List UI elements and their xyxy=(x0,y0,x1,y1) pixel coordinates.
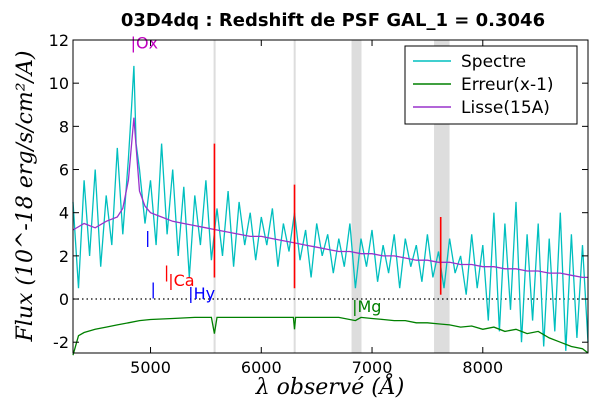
series-line-0 xyxy=(72,65,589,351)
legend: Spectre Erreur(x-1) Lisse(15A) xyxy=(404,45,578,125)
line-label-2: | xyxy=(151,280,156,299)
series-line-2 xyxy=(72,117,588,279)
y-tick-label-5: 8 xyxy=(59,117,69,136)
y-tick-label-7: 12 xyxy=(49,31,69,50)
y-tick-label-6: 10 xyxy=(49,74,69,93)
line-label-1: | xyxy=(145,228,150,247)
x-ticks: 5000 6000 7000 8000 xyxy=(130,40,503,377)
legend-label-1: Erreur(x-1) xyxy=(461,75,554,95)
x-tick-label-2: 7000 xyxy=(352,358,393,377)
line-labels: |Ox||| |Ca|Hy|Mg xyxy=(131,34,382,316)
x-tick-label-3: 8000 xyxy=(462,358,503,377)
y-tick-label-1: 0 xyxy=(59,290,69,309)
x-tick-label-0: 5000 xyxy=(130,358,171,377)
legend-label-0: Spectre xyxy=(461,52,526,72)
legend-box xyxy=(404,45,578,125)
sky-lines xyxy=(213,143,442,295)
line-label-4: |Ca xyxy=(168,271,194,290)
y-tick-label-4: 6 xyxy=(59,161,69,180)
x-axis-label: λ observé (Å) xyxy=(255,372,405,400)
y-ticks: -2 0 2 4 6 8 10 12 xyxy=(49,31,588,352)
plot-frame xyxy=(72,39,589,354)
chart-title: 03D4dq : Redshift de PSF GAL_1 = 0.3046 xyxy=(121,10,545,31)
series-line-1 xyxy=(72,316,589,356)
line-label-6: |Mg xyxy=(352,297,381,316)
y-tick-label-0: -2 xyxy=(53,333,69,352)
series-group xyxy=(72,65,589,356)
line-label-0: |Ox xyxy=(131,34,158,53)
line-label-3: | xyxy=(164,262,169,281)
y-tick-label-2: 2 xyxy=(59,247,69,266)
y-axis-label: Flux (10^-18 erg/s/cm²/A) xyxy=(13,51,38,343)
legend-label-2: Lisse(15A) xyxy=(461,98,550,118)
sky-band-2 xyxy=(351,40,362,353)
line-label-5: |Hy xyxy=(188,284,215,303)
x-tick-label-1: 6000 xyxy=(241,358,282,377)
y-tick-label-3: 4 xyxy=(59,204,69,223)
